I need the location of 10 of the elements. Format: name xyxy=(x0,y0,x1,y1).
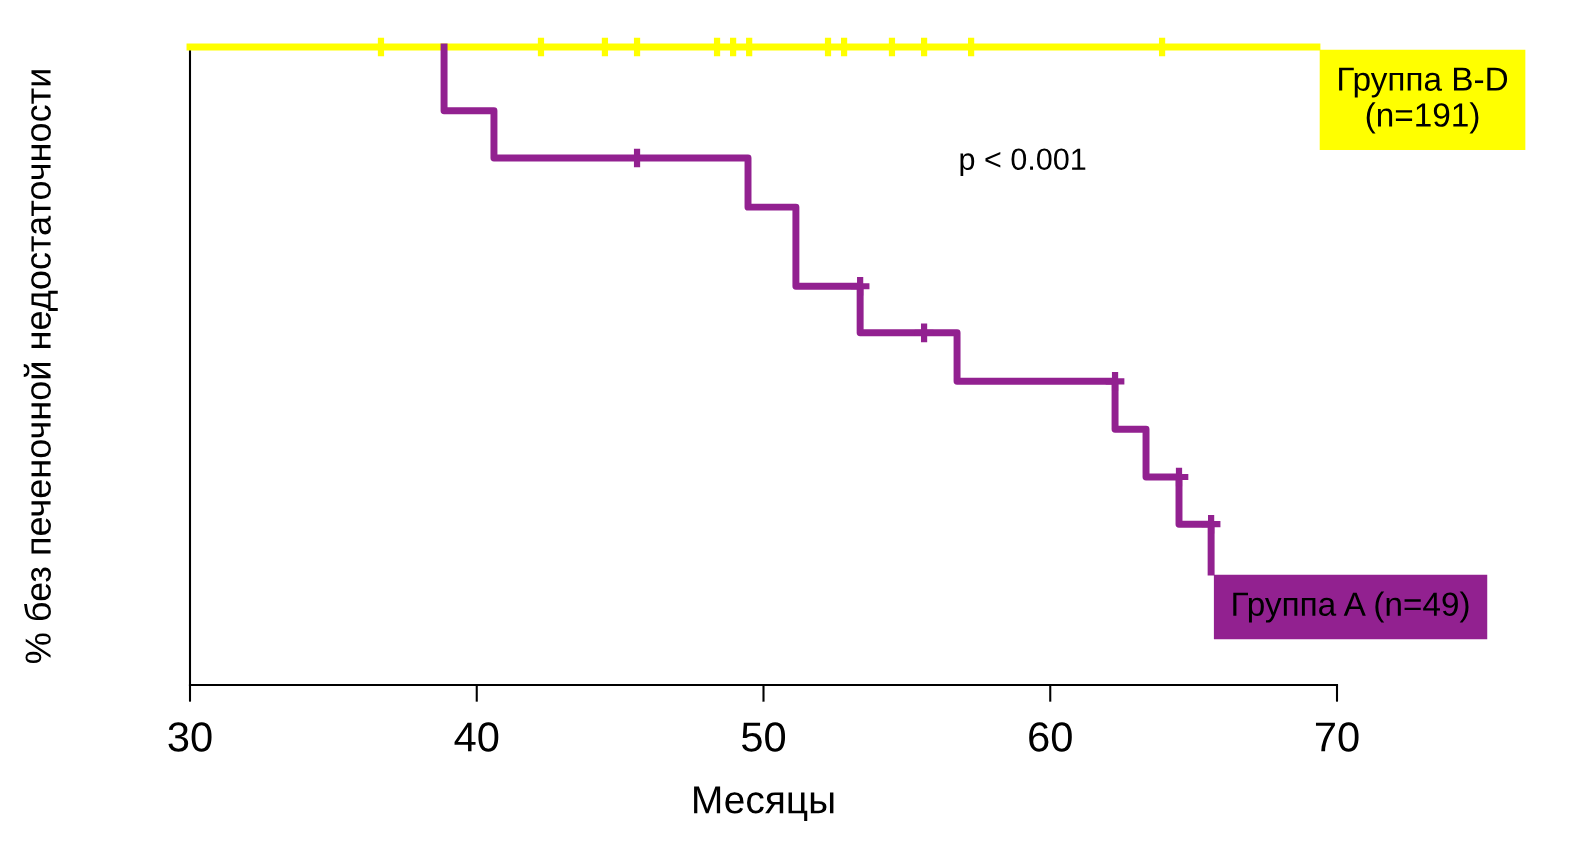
series-label: Группа A (n=49) xyxy=(1233,591,1469,623)
x-tick-label: 60 xyxy=(1029,722,1072,752)
series-label: Группа B-D (n=191) xyxy=(1339,67,1508,134)
x-tick-label: 40 xyxy=(454,722,499,752)
x-tick-label: 30 xyxy=(168,722,212,752)
y-axis-title: % без печеночной недостаточности xyxy=(23,70,58,664)
x-axis-title: Месяцы xyxy=(694,786,834,821)
x-tick-label: 70 xyxy=(1315,722,1359,752)
x-tick-label: 50 xyxy=(742,722,786,752)
annotation: p < 0.001 xyxy=(960,148,1086,177)
